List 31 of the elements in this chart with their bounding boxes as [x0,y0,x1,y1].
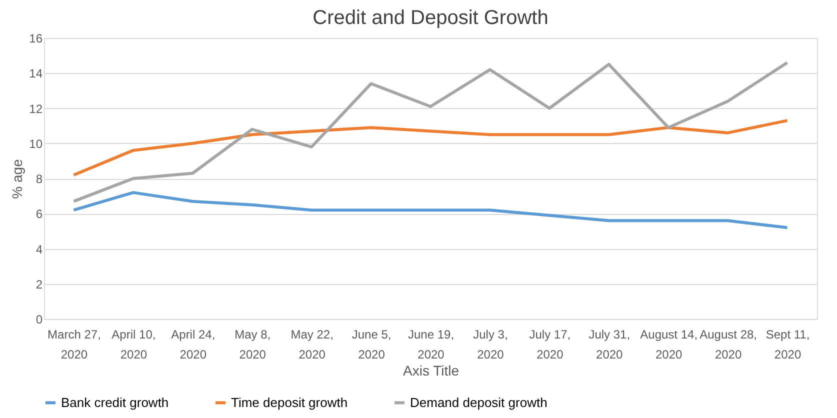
chart-title: Credit and Deposit Growth [312,7,548,29]
y-tick-label: 14 [29,66,43,81]
x-tick-label: June 5, 2020 [352,328,392,362]
x-tick-label: August 28, 2020 [700,328,757,362]
x-tick-label: May 8, 2020 [234,328,271,362]
x-tick-label: March 27, 2020 [48,328,101,362]
line-series [72,191,789,230]
legend-label: Demand deposit growth [410,394,548,410]
x-tick-label: Sept 11, 2020 [766,328,810,362]
x-axis-title: Axis Title [402,362,460,378]
legend-label: Bank credit growth [61,394,169,410]
line-series [72,119,789,176]
x-tick-label: August 14, 2020 [640,328,698,362]
y-tick-label: 16 [29,32,43,46]
y-tick-label: 0 [36,312,43,326]
x-tick-label: July 17, 2020 [529,328,571,362]
x-tick-label: July 31, 2020 [588,328,630,362]
legend-label: Time deposit growth [231,394,348,410]
x-tick-label: June 19, 2020 [408,328,454,362]
line-series [72,61,789,203]
y-tick-label: 12 [29,102,43,116]
y-axis-title: % age [9,158,26,199]
x-tick-label: July 3, 2020 [473,328,508,362]
y-tick-label: 6 [36,207,43,222]
y-tick-label: 10 [29,136,43,151]
x-tick-label: April 10, 2020 [112,328,156,362]
y-tick-label: 8 [36,172,43,186]
y-tick-label: 4 [36,242,43,256]
x-tick-label: April 24, 2020 [171,328,216,362]
y-tick-label: 2 [36,277,43,292]
x-tick-label: May 22, 2020 [290,328,334,362]
